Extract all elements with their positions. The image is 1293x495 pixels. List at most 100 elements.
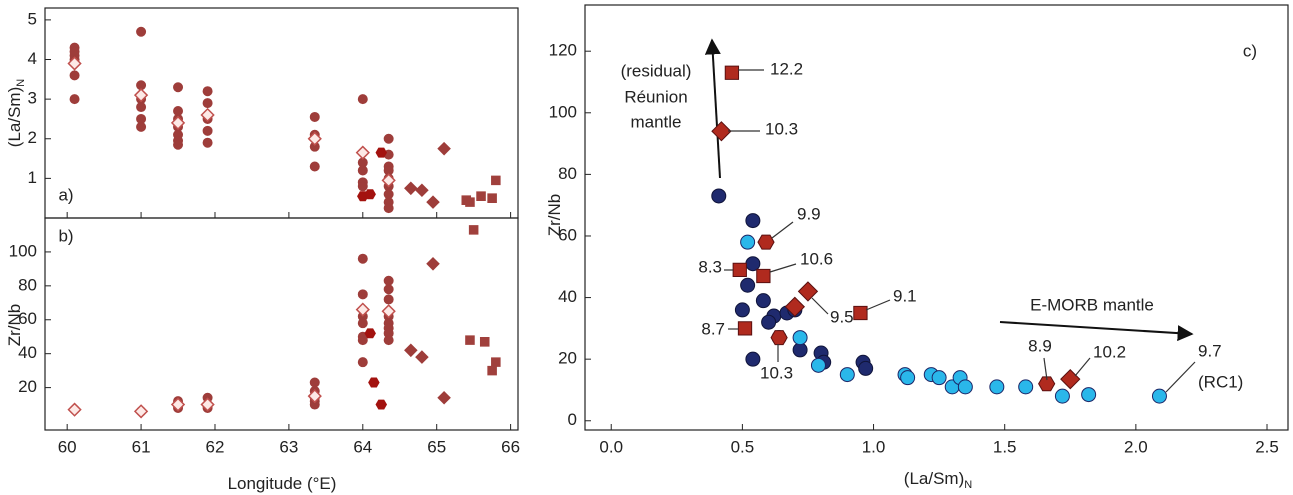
x-axis-label: (La/Sm)N: [904, 469, 972, 490]
point: [711, 121, 732, 142]
point: [170, 115, 186, 131]
y-tick-label: 40: [18, 343, 37, 362]
point: [364, 328, 376, 339]
point: [770, 330, 788, 346]
x-tick-label: 0.0: [599, 437, 623, 456]
point: [383, 203, 394, 214]
point: [357, 357, 368, 368]
point: [797, 281, 819, 302]
point: [745, 213, 761, 229]
point: [383, 294, 394, 305]
y-tick-label: 3: [28, 89, 37, 108]
leader-line: [811, 297, 829, 315]
x-axis-label-sub: N: [964, 479, 972, 491]
point: [761, 314, 777, 330]
point: [465, 335, 475, 345]
point: [737, 321, 753, 336]
y-axis-label-text: (La/Sm): [5, 87, 24, 147]
plot-frame: [44, 7, 519, 219]
annotation: (residual): [621, 61, 692, 80]
point: [133, 88, 149, 103]
point: [900, 370, 916, 386]
point: [364, 189, 376, 200]
x-tick-label: 62: [206, 437, 225, 456]
point: [383, 335, 394, 346]
x-axis-label: Longitude (°E): [228, 474, 337, 493]
y-axis-label: Zr/Nb: [545, 194, 564, 237]
x-tick-label: 1.5: [993, 437, 1017, 456]
x-tick-label: 66: [501, 437, 520, 456]
x-tick-label: 63: [279, 437, 298, 456]
x-axis-label-text: (La/Sm): [904, 469, 964, 488]
point-label: 9.5: [830, 307, 854, 326]
point: [202, 137, 213, 148]
point: [740, 234, 756, 250]
x-tick-label: 61: [132, 437, 151, 456]
point: [368, 377, 380, 388]
point: [357, 94, 368, 105]
point: [355, 145, 370, 160]
point: [357, 335, 368, 346]
x-tick-label: 64: [353, 437, 372, 456]
point-label: 10.6: [800, 249, 833, 268]
point: [309, 377, 320, 388]
point: [1060, 369, 1081, 390]
x-tick-label: 2.0: [1124, 437, 1148, 456]
point: [309, 111, 320, 122]
point: [69, 70, 80, 81]
leader-line: [1043, 357, 1048, 381]
annotation: Réunion: [624, 87, 687, 106]
y-tick-label: 80: [18, 275, 37, 294]
annotation: mantle: [630, 112, 681, 131]
point: [426, 195, 440, 209]
point: [1018, 379, 1034, 395]
y-tick-label: 5: [28, 9, 37, 28]
point-label: (RC1): [1198, 372, 1243, 391]
y-axis-label: (La/Sm)N: [5, 79, 26, 147]
y-tick-label: 2: [28, 128, 37, 147]
point-label: 8.7: [701, 319, 725, 338]
point: [437, 390, 451, 405]
point: [437, 141, 451, 156]
y-tick-label: 60: [558, 225, 577, 244]
y-tick-label: 80: [558, 164, 577, 183]
leader-line: [1165, 361, 1196, 393]
x-tick-label: 60: [58, 437, 77, 456]
point: [375, 147, 388, 158]
point: [755, 293, 771, 309]
y-tick-label: 20: [18, 377, 37, 396]
point: [173, 139, 184, 150]
emorb-arrow: [999, 321, 1194, 342]
point: [136, 121, 147, 132]
y-axis-label-sub: N: [15, 79, 27, 87]
point: [1081, 387, 1097, 403]
point: [745, 256, 761, 272]
x-tick-label: 2.5: [1255, 437, 1279, 456]
point: [170, 397, 186, 412]
point: [858, 360, 874, 376]
point: [1151, 388, 1167, 404]
x-tick-label: 0.5: [731, 437, 755, 456]
point: [740, 277, 756, 293]
point: [357, 289, 368, 300]
point: [202, 98, 213, 109]
point: [200, 107, 215, 123]
point: [69, 94, 80, 105]
point: [202, 86, 213, 97]
point: [491, 175, 501, 186]
point: [404, 181, 418, 196]
leader-line: [1074, 357, 1091, 377]
y-tick-label: 120: [549, 41, 577, 60]
point: [415, 183, 429, 198]
point: [487, 365, 497, 376]
point: [1054, 388, 1070, 404]
point-label: 10.3: [765, 119, 798, 138]
point: [381, 304, 396, 319]
leader-line: [771, 221, 794, 239]
x-tick-label: 1.0: [862, 437, 886, 456]
point: [745, 351, 761, 367]
point: [357, 318, 368, 329]
point: [355, 302, 370, 317]
point: [357, 253, 368, 264]
